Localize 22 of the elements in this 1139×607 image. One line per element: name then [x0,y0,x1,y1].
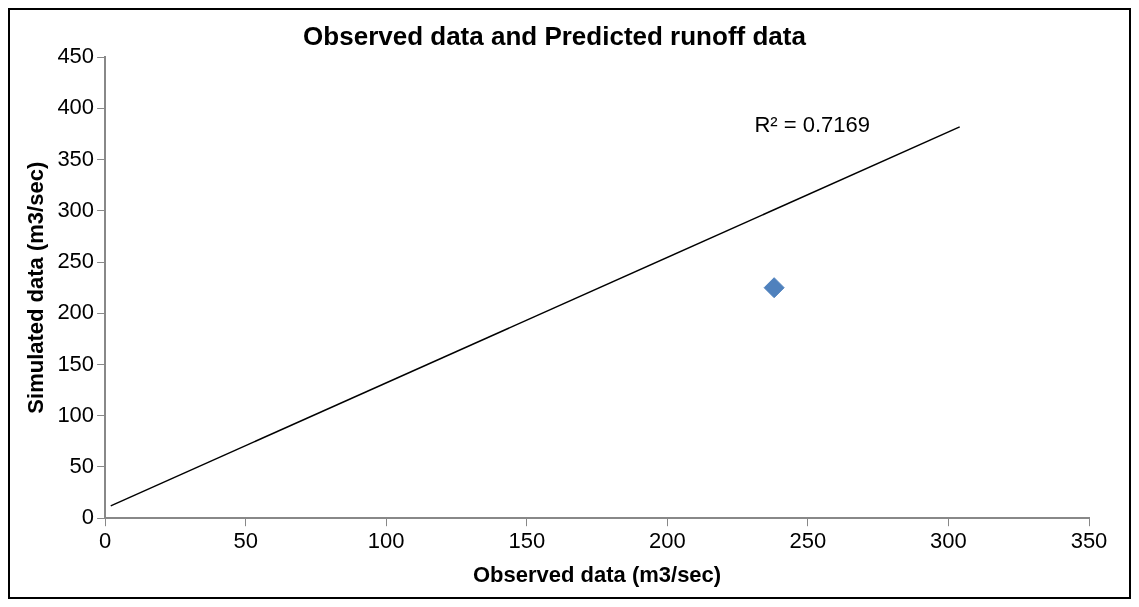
x-tick-label: 300 [930,528,967,554]
x-tick-label: 0 [98,528,112,554]
y-tick-label: 0 [81,504,95,530]
x-tick-label: 150 [508,528,546,554]
x-tick-label: 200 [648,528,686,554]
y-tick-label: 350 [57,145,95,171]
x-tick-label: 350 [1070,528,1108,554]
x-tick-label: 100 [367,528,405,554]
chart-title: Observed data and Predicted runoff data [303,20,807,51]
y-tick-label: 200 [57,299,95,325]
y-tick-label: 250 [57,248,95,274]
x-tick-label: 250 [789,528,827,554]
y-tick-label: 450 [57,43,95,69]
annotation: R² = 0.7169 [754,112,871,138]
y-tick-label: 50 [69,453,95,479]
y-tick-label: 150 [57,350,95,376]
x-tick-label: 50 [233,528,258,554]
y-tick-label: 300 [57,196,95,222]
y-axis-title: Simulated data (m3/sec) [23,161,49,414]
y-tick-label: 400 [57,94,95,120]
y-tick-label: 100 [57,401,95,427]
x-axis-title: Observed data (m3/sec) [472,561,722,587]
